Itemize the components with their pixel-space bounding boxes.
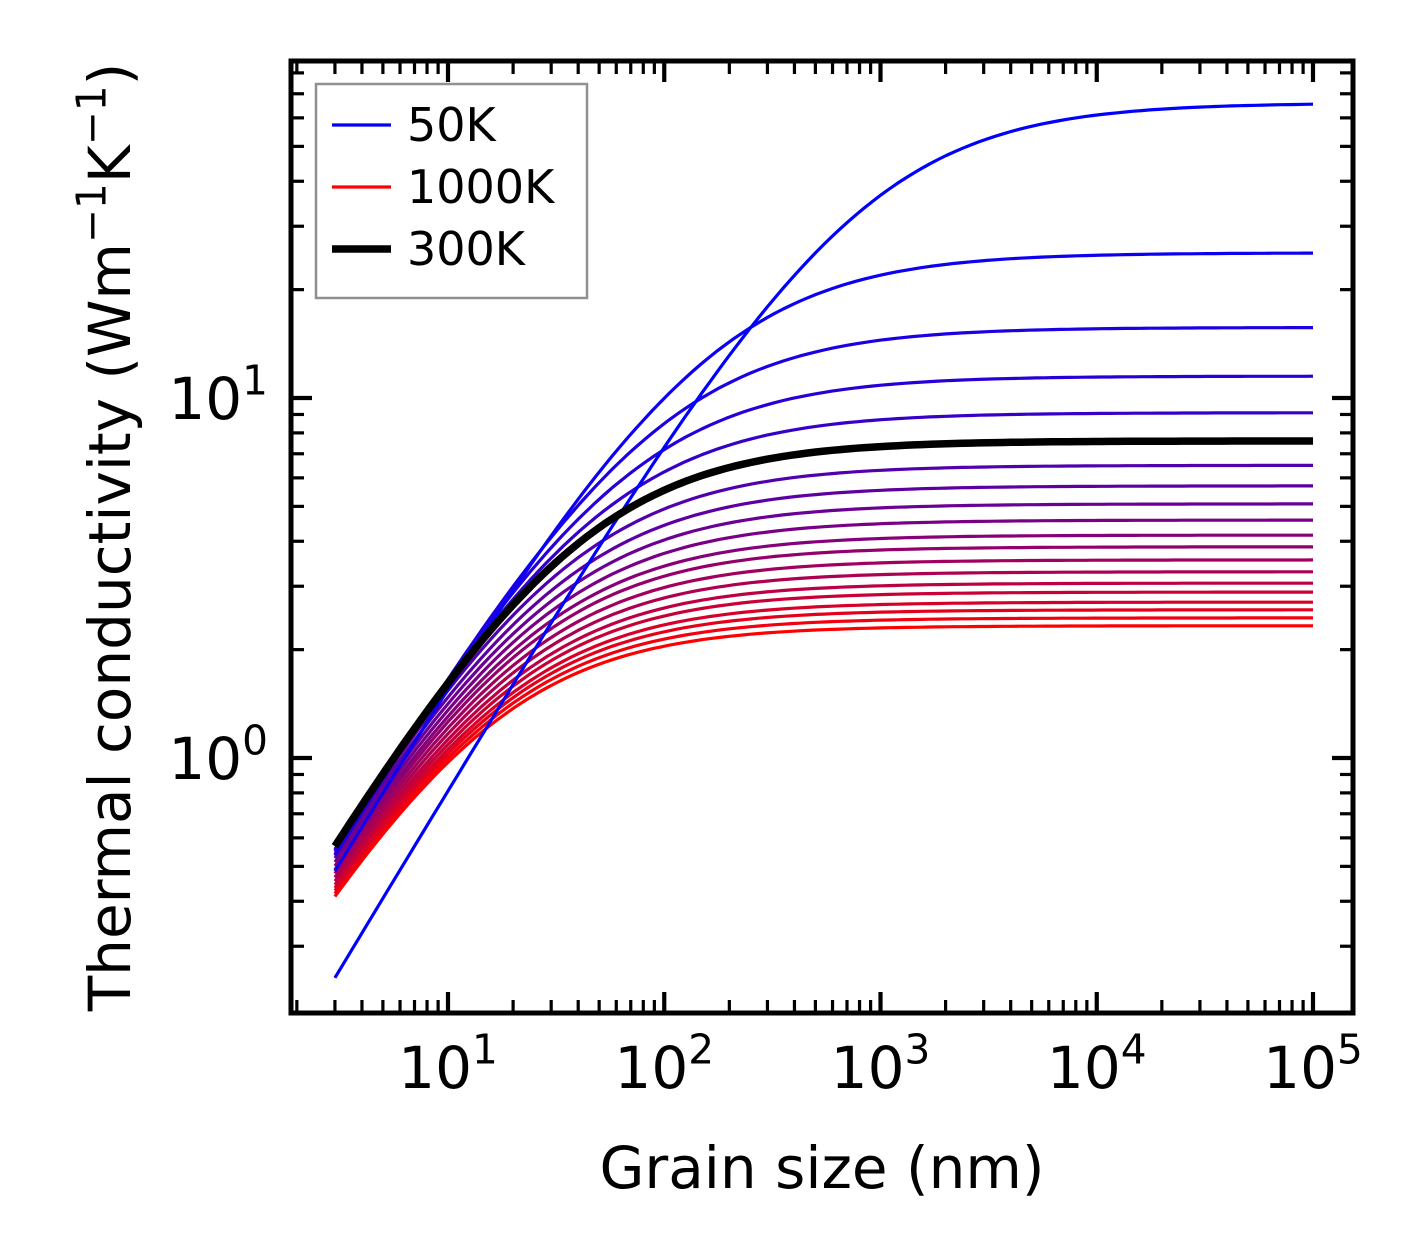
curve-300k: [331, 437, 1313, 849]
curve-600k: [333, 545, 1313, 871]
y-tick-label-10e1: 101​: [168, 357, 268, 433]
x-tick-labels: 101​ 102​ 103​ 104​ 105​: [398, 1026, 1363, 1102]
curve-150k: [333, 326, 1313, 857]
x-tick-label-10e1: 101​: [398, 1026, 498, 1102]
curve-350k: [333, 463, 1313, 852]
x-tick-label-10e2: 102​: [614, 1026, 714, 1102]
x-axis-label: Grain size (nm): [599, 1134, 1044, 1202]
legend-label-1000k: 1000K: [407, 160, 556, 214]
plot-frame: [288, 58, 1356, 1016]
curve-800k: [333, 590, 1313, 886]
x-tick-label-10e4: 104​: [1047, 1026, 1147, 1102]
legend: 50K 1000K 300K: [314, 82, 589, 300]
curve-400k: [333, 484, 1313, 856]
curves-group: [331, 102, 1314, 979]
curve-1000k: [333, 624, 1313, 898]
y-tick-labels: 100​ 101​: [168, 357, 268, 793]
curve-50k: [333, 102, 1314, 979]
y-axis-label: Thermal conductivity (Wm−1​K−1​): [68, 63, 144, 1013]
curve-500k: [333, 518, 1313, 863]
curve-700k: [333, 570, 1313, 879]
x-tick-label-10e3: 103​: [831, 1026, 931, 1102]
y-tick-label-10e0: 100​: [168, 717, 268, 793]
curve-550k: [333, 533, 1313, 867]
legend-label-50k: 50K: [407, 98, 498, 152]
legend-box: [314, 82, 589, 300]
x-tick-label-10e5: 105​: [1263, 1026, 1363, 1102]
curve-850k: [333, 600, 1313, 889]
curve-750k: [333, 581, 1313, 883]
curve-450k: [333, 502, 1313, 859]
legend-label-300k: 300K: [407, 222, 527, 276]
curve-100k: [333, 251, 1313, 872]
axis-ticks: [293, 63, 1351, 1011]
curve-650k: [333, 558, 1314, 875]
curve-950k: [333, 616, 1313, 895]
